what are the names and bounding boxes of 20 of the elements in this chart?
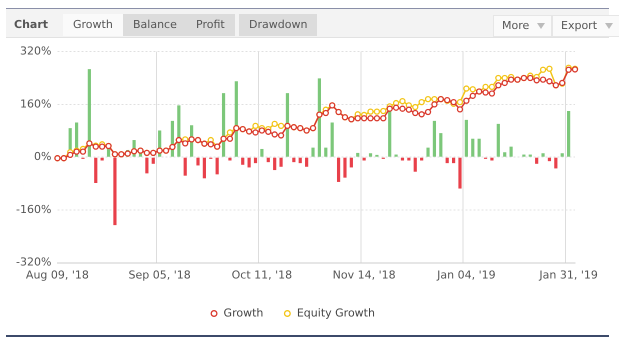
text: Growth bbox=[63, 14, 123, 36]
x-tick-label: Jan 31, '19 bbox=[538, 268, 598, 282]
y-tick-label: 320% bbox=[20, 44, 52, 58]
legend-label: Equity Growth bbox=[296, 306, 375, 320]
y-tick-label: -160% bbox=[16, 202, 52, 216]
x-tick-label: Jan 04, '19 bbox=[436, 268, 496, 282]
x-tick-label: Oct 11, '18 bbox=[232, 268, 292, 282]
text: Export bbox=[552, 15, 619, 37]
text: Balance bbox=[123, 14, 187, 36]
text: Drawdown bbox=[239, 14, 318, 36]
text: Chart bbox=[14, 17, 48, 33]
text: More bbox=[493, 15, 552, 37]
y-tick-label: 0% bbox=[34, 150, 52, 164]
x-tick-label: Nov 14, '18 bbox=[332, 268, 396, 282]
legend-label: Growth bbox=[224, 306, 264, 320]
y-tick-label: -320% bbox=[16, 256, 52, 269]
y-tick-label: 160% bbox=[20, 97, 52, 110]
x-tick-label: Sep 05, '18 bbox=[128, 268, 191, 282]
x-tick-label: Aug 09, '18 bbox=[26, 268, 89, 282]
text: Profit bbox=[186, 14, 235, 36]
